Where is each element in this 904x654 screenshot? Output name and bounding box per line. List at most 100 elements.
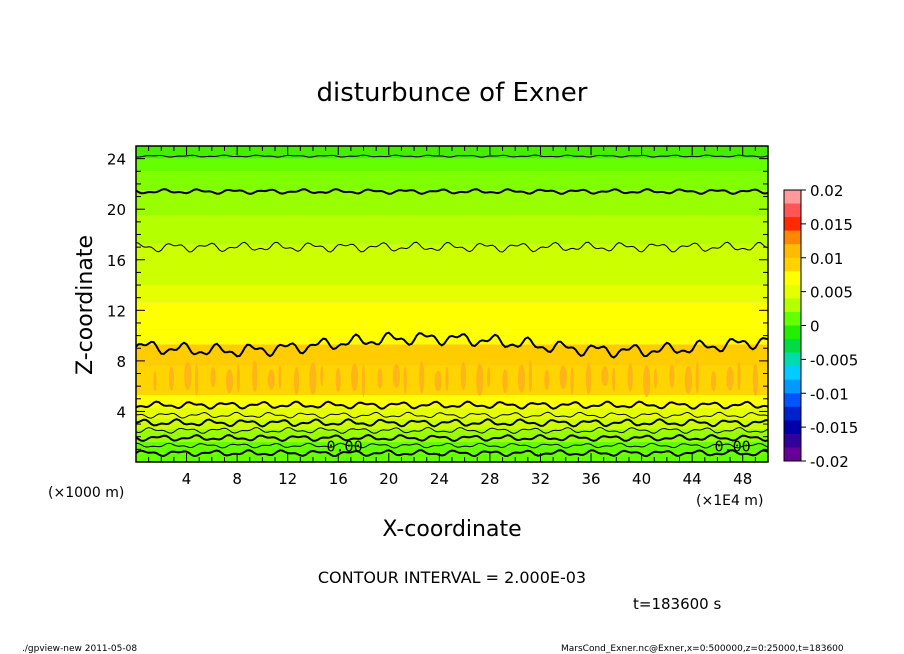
positive-cell: [267, 369, 275, 390]
contour-line-7: [136, 331, 768, 359]
positive-cell: [476, 363, 484, 396]
x-axis: 4 8 12 16 20 24 28 32 36 40 44 48: [148, 146, 756, 488]
positive-cell: [184, 362, 192, 391]
x-tick-label: 12: [278, 470, 297, 488]
colorbar-swatch: [784, 433, 801, 448]
positive-cell: [293, 367, 300, 396]
positive-cell: [225, 369, 234, 394]
y-axis: 4 8 12 16 20 24: [107, 151, 768, 450]
positive-cell: [419, 361, 425, 394]
positive-cell: [726, 366, 734, 391]
y-tick-label: 8: [116, 353, 126, 371]
contour-band-10: [136, 285, 768, 303]
colorbar-swatch: [784, 271, 801, 286]
footer-right: MarsCond_Exner.nc@Exner,x=0:500000,z=0:2…: [561, 644, 844, 654]
positive-cell: [377, 368, 383, 389]
positive-cell: [517, 364, 526, 393]
positive-cell: [309, 362, 317, 395]
contour-line-4: [136, 418, 768, 428]
positive-cell: [252, 360, 258, 393]
x-tick-label: 20: [379, 470, 398, 488]
chart-title: disturbunce of Exner: [317, 78, 588, 108]
time-stamp: t=183600 s: [633, 595, 721, 613]
colorbar-swatch: [784, 311, 801, 326]
x-tick-label: 48: [733, 470, 752, 488]
positive-cell: [669, 364, 675, 389]
contour-band-3: [136, 419, 768, 430]
contour-line-6: [136, 400, 768, 410]
colorbar-swatch: [784, 284, 801, 299]
contour-band-12: [136, 215, 768, 245]
colorbar-swatch: [784, 379, 801, 394]
positive-cell: [737, 362, 741, 391]
positive-cell: [361, 365, 366, 398]
colorbar-tick-label: 0: [810, 318, 820, 336]
contour-band-5: [136, 395, 768, 408]
contour-line-5: [136, 411, 768, 419]
contour-band-11: [136, 244, 768, 286]
positive-cell: [278, 365, 282, 390]
y-tick-label: 12: [107, 302, 126, 320]
positive-cell: [210, 367, 216, 388]
positive-cell: [627, 363, 633, 392]
positive-cell: [601, 366, 609, 387]
colorbar-swatch: [784, 230, 801, 245]
contour-band-6: [136, 365, 768, 396]
x-axis-label: X-coordinate: [382, 517, 521, 542]
positive-cell: [392, 364, 400, 389]
colorbar-swatch: [784, 339, 801, 354]
positive-cell: [445, 366, 449, 391]
positive-cell: [153, 371, 157, 392]
contour-band-9: [136, 302, 768, 332]
contour-line-9: [136, 188, 768, 195]
positive-cell: [236, 364, 240, 393]
positive-cell: [544, 369, 550, 390]
contour-interval: CONTOUR INTERVAL = 2.000E-03: [318, 568, 586, 587]
positive-cell: [559, 365, 567, 390]
positive-cell: [711, 371, 717, 392]
x-tick-label: 16: [329, 470, 348, 488]
colorbar-swatch: [784, 325, 801, 340]
contour-line-2: [136, 433, 768, 443]
colorbar-swatch: [784, 352, 801, 367]
contour-band-13: [136, 190, 768, 216]
positive-cell: [752, 363, 758, 396]
colorbar-tick-label: -0.01: [810, 385, 849, 403]
positive-cell: [502, 369, 508, 394]
plot-area: 0.00 0.00: [135, 145, 769, 463]
contour-band-14: [136, 171, 768, 191]
colorbar-swatch: [784, 203, 801, 218]
positive-cell: [653, 368, 658, 389]
x-tick-label: 44: [683, 470, 702, 488]
colorbar-swatch: [784, 217, 801, 232]
y-tick-label: 4: [116, 403, 126, 421]
colorbar-swatch: [784, 366, 801, 381]
x-tick-label: 24: [430, 470, 449, 488]
x-tick-label: 8: [232, 470, 242, 488]
positive-cell: [684, 365, 692, 394]
colorbar-swatch: [784, 298, 801, 313]
positive-cell: [570, 367, 574, 396]
colorbar-tick-label: 0.005: [810, 284, 853, 302]
y-tick-label: 16: [107, 252, 126, 270]
positive-cell: [320, 366, 324, 387]
positive-cell: [487, 367, 491, 388]
zero-contour-label: 0.00: [715, 437, 751, 455]
contour-line-10: [136, 154, 768, 158]
positive-cell: [612, 367, 616, 392]
contour-line-0: [136, 449, 768, 458]
positive-cell: [335, 367, 341, 392]
contour-line-8: [136, 241, 768, 253]
positive-cell: [460, 362, 466, 391]
positive-cell: [168, 366, 174, 391]
colorbar-tick-label: -0.02: [810, 453, 849, 471]
positive-cell: [403, 365, 407, 394]
colorbar-tick-label: -0.015: [810, 419, 858, 437]
contour-line-3: [136, 426, 768, 434]
positive-cell: [195, 363, 199, 396]
colorbar-tick-label: 0.015: [810, 216, 853, 234]
colorbar: 0.02 0.015 0.01 0.005 0 -0.005 -0.01 -0.015 -0.0…: [783, 182, 858, 471]
colorbar-swatch: [784, 420, 801, 435]
colorbar-swatch: [784, 244, 801, 259]
